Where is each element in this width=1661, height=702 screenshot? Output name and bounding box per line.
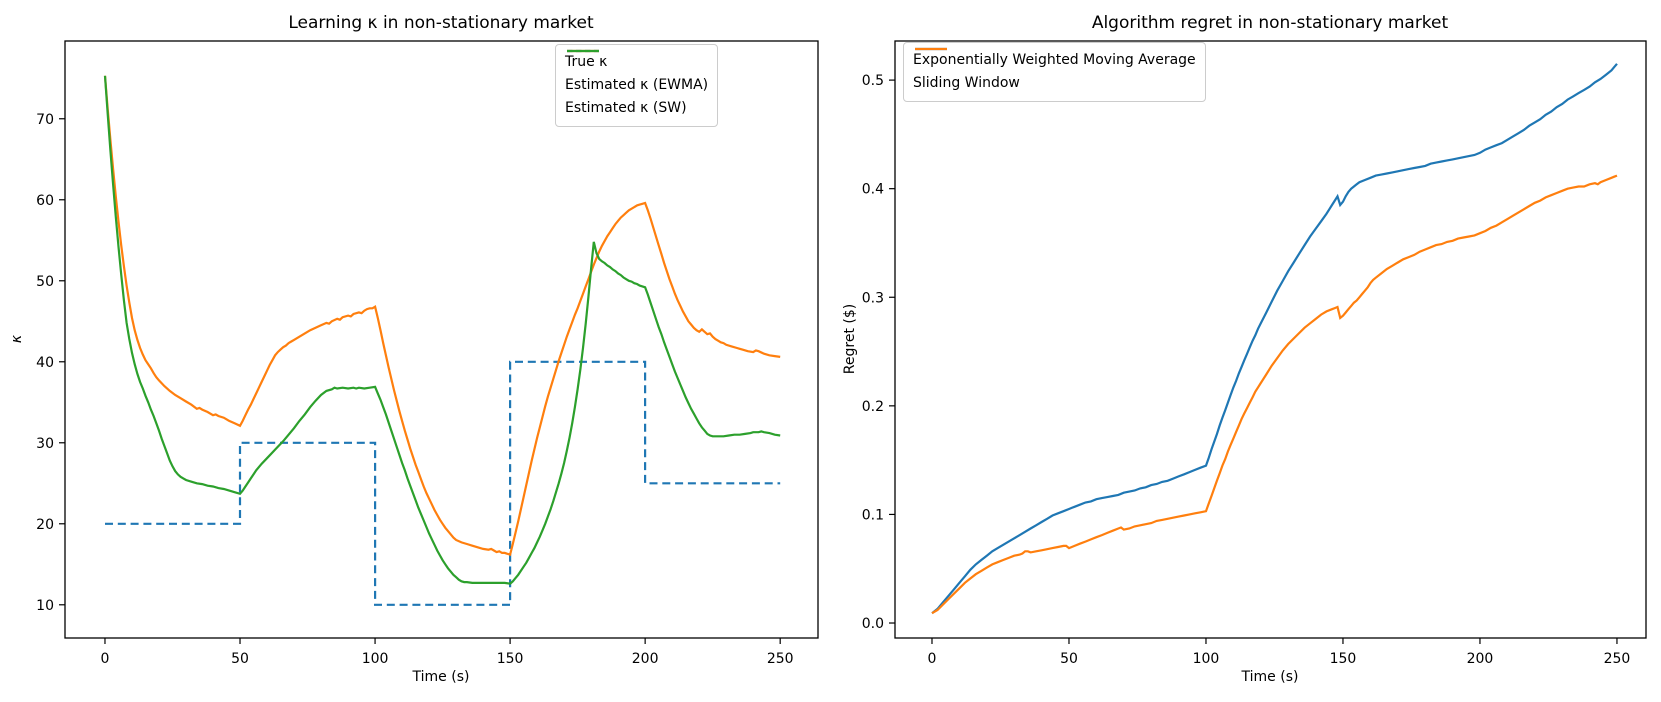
legend-item-ewma-regret: Exponentially Weighted Moving Average — [913, 47, 1196, 71]
y-tick-label: 20 — [36, 517, 54, 533]
plot-frame — [64, 40, 819, 639]
left-chart-title: Learning κ in non-stationary market — [288, 13, 594, 33]
x-tick-label: 0 — [928, 651, 937, 667]
y-tick-label: 70 — [36, 112, 54, 128]
series-line-sw-kappa — [103, 75, 781, 585]
legend-item-ewma-kappa: Estimated κ (EWMA) — [565, 49, 709, 96]
regret-chart: 0 50 100 150 200 250 0.0 0.1 0.2 0.3 0.4 0.5 Algori… — [842, 13, 1647, 685]
left-yaxis-label: κ — [9, 334, 25, 343]
y-tick-label: 10 — [36, 598, 54, 614]
legend-label: Sliding Window — [913, 75, 1020, 91]
y-tick-label: 0.5 — [862, 73, 884, 89]
x-tick-label: 200 — [632, 651, 659, 667]
series-line-ewma-regret — [931, 63, 1618, 615]
y-tick-label: 0.3 — [862, 290, 884, 306]
y-tick-label: 50 — [36, 274, 54, 290]
legend-line-sample-orange — [915, 47, 947, 51]
x-tick-label: 250 — [1604, 651, 1631, 667]
y-tick-label: 30 — [36, 436, 54, 452]
legend-item-sw-regret: Sliding Window — [913, 47, 1196, 94]
series-line-sw-regret — [931, 174, 1618, 615]
x-tick-label: 200 — [1467, 651, 1494, 667]
series-line-ewma-kappa — [103, 75, 781, 556]
x-tick-label: 250 — [767, 651, 794, 667]
legend-label: True κ — [565, 54, 608, 70]
x-tick-label: 150 — [1330, 651, 1357, 667]
left-xaxis-label: Time (s) — [412, 669, 470, 685]
x-tick-label: 100 — [362, 651, 389, 667]
plot-frame — [894, 40, 1647, 639]
series-line-true-kappa — [105, 360, 781, 606]
legend-line-sample-green — [567, 49, 599, 53]
x-tick-label: 100 — [1193, 651, 1220, 667]
right-chart-legend: Exponentially Weighted Moving Average Sl… — [903, 42, 1206, 102]
y-tick-label: 40 — [36, 355, 54, 371]
kappa-learning-chart: 0 50 100 150 200 250 10 20 30 40 50 60 70 Learning κ… — [9, 13, 819, 685]
legend-label: Estimated κ (EWMA) — [565, 77, 709, 93]
legend-item-sw-kappa: Estimated κ (SW) — [565, 49, 708, 119]
left-chart-legend: True κ Estimated κ (EWMA) Estimated κ (S… — [555, 44, 719, 127]
y-tick-label: 0.0 — [862, 616, 884, 632]
legend-label: Estimated κ (SW) — [565, 100, 687, 116]
y-tick-label: 60 — [36, 193, 54, 209]
x-tick-label: 50 — [231, 651, 249, 667]
y-tick-label: 0.1 — [862, 507, 884, 523]
legend-label: Exponentially Weighted Moving Average — [913, 52, 1196, 68]
x-tick-label: 0 — [101, 651, 110, 667]
right-xaxis-label: Time (s) — [1241, 669, 1299, 685]
x-tick-label: 50 — [1060, 651, 1078, 667]
y-tick-label: 0.4 — [862, 182, 884, 198]
right-yaxis-label: Regret ($) — [842, 304, 858, 374]
x-tick-label: 150 — [497, 651, 524, 667]
y-tick-label: 0.2 — [862, 399, 884, 415]
right-chart-title: Algorithm regret in non-stationary marke… — [1092, 13, 1449, 33]
